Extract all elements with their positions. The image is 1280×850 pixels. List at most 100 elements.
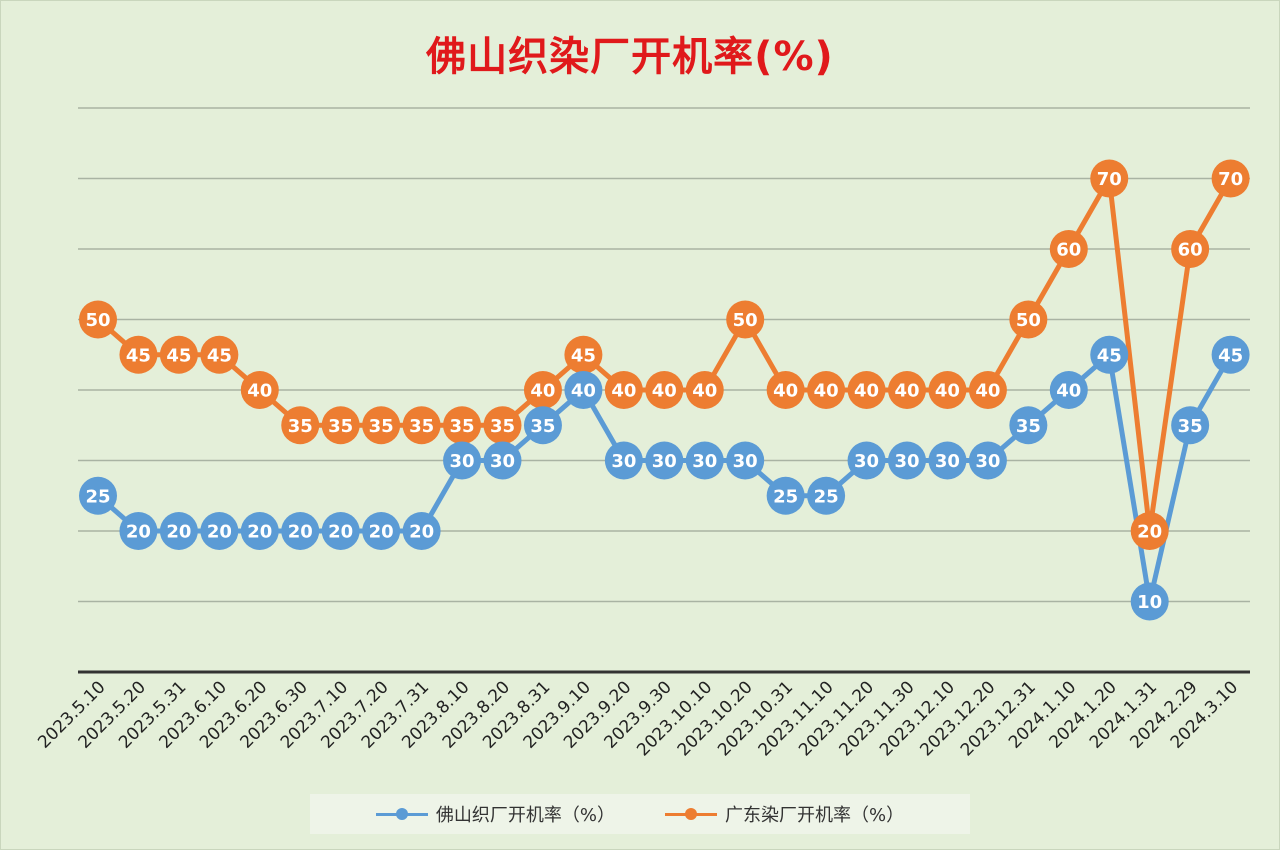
- data-point: [968, 441, 1007, 480]
- data-label: 35: [369, 416, 394, 437]
- data-point: [1211, 335, 1250, 374]
- data-label: 30: [652, 451, 677, 472]
- data-point: [200, 512, 239, 550]
- data-point: [766, 476, 805, 515]
- data-point: [443, 406, 482, 445]
- legend-item-foshan: 佛山织厂开机率（%）: [375, 801, 615, 827]
- legend-label-guangdong: 广东染厂开机率（%）: [725, 805, 905, 826]
- legend-swatch-guangdong: [665, 808, 717, 820]
- data-point: [119, 512, 158, 550]
- data-point: [79, 476, 117, 515]
- data-label: 45: [207, 345, 232, 366]
- data-point: [119, 335, 158, 374]
- data-point: [928, 441, 967, 480]
- data-point: [1130, 582, 1169, 621]
- data-point: [362, 512, 401, 550]
- data-point: [604, 371, 643, 409]
- data-point: [1090, 159, 1129, 198]
- data-label: 40: [773, 381, 798, 402]
- data-point: [726, 300, 765, 339]
- data-point: [564, 371, 603, 409]
- data-label: 45: [1218, 345, 1243, 366]
- data-point: [645, 441, 684, 480]
- data-label: 70: [1097, 169, 1122, 190]
- data-point: [402, 406, 441, 445]
- data-point: [604, 441, 643, 480]
- data-label: 40: [814, 381, 839, 402]
- data-point: [1049, 371, 1088, 409]
- data-label: 40: [247, 381, 272, 402]
- data-label: 45: [166, 345, 191, 366]
- data-label: 20: [166, 522, 191, 543]
- data-label: 35: [530, 416, 555, 437]
- data-point: [281, 406, 320, 445]
- data-point: [483, 406, 522, 445]
- data-label: 35: [1016, 416, 1041, 437]
- data-point: [685, 371, 724, 409]
- data-label: 25: [773, 486, 798, 507]
- data-label: 30: [733, 451, 758, 472]
- data-label: 40: [975, 381, 1000, 402]
- data-label: 30: [894, 451, 919, 472]
- data-point: [766, 371, 805, 409]
- data-point: [443, 441, 482, 480]
- data-point: [726, 441, 765, 480]
- data-label: 35: [490, 416, 515, 437]
- data-label: 35: [1178, 416, 1203, 437]
- data-label: 35: [450, 416, 475, 437]
- data-point: [402, 512, 441, 550]
- data-label: 10: [1137, 592, 1162, 613]
- data-point: [240, 371, 279, 409]
- data-label: 40: [530, 381, 555, 402]
- data-point: [79, 300, 117, 339]
- data-point: [159, 512, 198, 550]
- data-point: [1009, 406, 1048, 445]
- data-label: 60: [1178, 240, 1203, 261]
- data-point: [281, 512, 320, 550]
- data-label: 30: [935, 451, 960, 472]
- data-label: 50: [85, 310, 110, 331]
- data-label: 40: [935, 381, 960, 402]
- data-point: [807, 476, 846, 515]
- data-label: 45: [571, 345, 596, 366]
- data-label: 20: [1137, 522, 1162, 543]
- data-label: 40: [652, 381, 677, 402]
- chart-title: 佛山织染厂开机率(%): [426, 34, 834, 80]
- data-point: [1130, 512, 1169, 550]
- legend-label-foshan: 佛山织厂开机率（%）: [435, 805, 615, 826]
- data-label: 50: [733, 310, 758, 331]
- data-point: [968, 371, 1007, 409]
- data-label: 20: [328, 522, 353, 543]
- data-label: 35: [328, 416, 353, 437]
- data-label: 20: [409, 522, 434, 543]
- data-label: 40: [571, 381, 596, 402]
- data-point: [645, 371, 684, 409]
- data-point: [1090, 335, 1129, 374]
- data-label: 30: [692, 451, 717, 472]
- data-label: 40: [1056, 381, 1081, 402]
- data-label: 50: [1016, 310, 1041, 331]
- data-point: [159, 335, 198, 374]
- data-point: [362, 406, 401, 445]
- data-point: [847, 371, 886, 409]
- data-point: [1171, 406, 1210, 445]
- data-label: 20: [207, 522, 232, 543]
- data-point: [1009, 300, 1048, 339]
- data-point: [888, 441, 926, 480]
- data-label: 30: [490, 451, 515, 472]
- data-label: 30: [611, 451, 636, 472]
- data-point: [321, 406, 360, 445]
- data-label: 20: [369, 522, 394, 543]
- data-label: 70: [1218, 169, 1243, 190]
- data-point: [1211, 159, 1250, 198]
- data-label: 60: [1056, 240, 1081, 261]
- data-label: 35: [409, 416, 434, 437]
- data-label: 20: [247, 522, 272, 543]
- data-point: [888, 371, 926, 409]
- data-label: 40: [611, 381, 636, 402]
- line-chart: 2023.5.102023.5.202023.5.312023.6.102023…: [34, 107, 1250, 760]
- legend-item-guangdong: 广东染厂开机率（%）: [665, 801, 904, 827]
- data-point: [928, 371, 967, 409]
- data-point: [564, 335, 603, 374]
- data-label: 20: [288, 522, 313, 543]
